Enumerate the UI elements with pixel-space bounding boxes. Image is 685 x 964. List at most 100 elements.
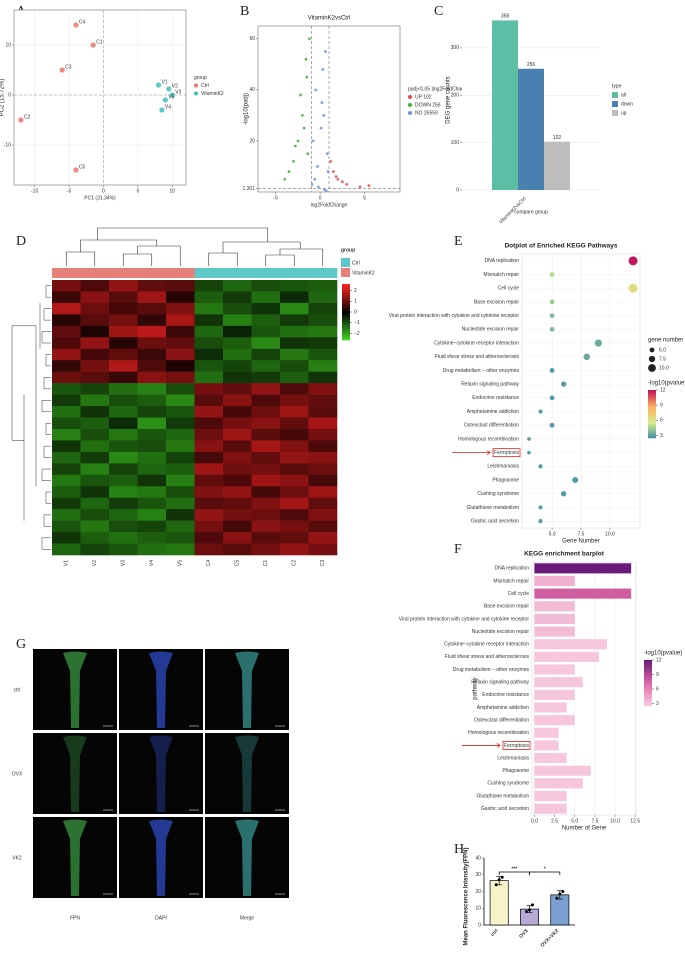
heat-cell xyxy=(80,509,110,521)
x-tick-label: 10.0 xyxy=(605,531,615,537)
colorbar-step xyxy=(644,667,652,670)
dot xyxy=(527,437,531,441)
heat-cell xyxy=(52,325,81,338)
y-tick-label: Cell cycle xyxy=(498,286,520,292)
heat-cell xyxy=(109,348,138,361)
heat-cell xyxy=(52,428,81,441)
heat-cell xyxy=(308,474,338,487)
column-label: V1 xyxy=(64,560,70,566)
heat-cell xyxy=(251,440,281,453)
dot xyxy=(549,368,555,373)
heat-cell xyxy=(109,314,138,327)
y-tick-label: Homologous recombination xyxy=(468,730,529,736)
heat-cell xyxy=(52,406,81,418)
colorbar-step xyxy=(342,285,350,289)
legend-title: group xyxy=(194,75,207,81)
colorbar-step xyxy=(644,686,652,688)
heat-cell xyxy=(166,497,195,510)
bar xyxy=(492,20,518,191)
point xyxy=(311,139,315,143)
heat-cell xyxy=(166,280,195,292)
legend-label: VitaminK2 xyxy=(201,91,224,97)
heat-cell xyxy=(251,532,281,544)
heat-cell xyxy=(280,451,309,464)
heat-cell xyxy=(166,325,195,338)
heat-cell xyxy=(52,486,81,499)
heat-cell xyxy=(223,428,252,441)
heat-cell xyxy=(280,348,309,361)
chart-title: KEGG enrichment barplot xyxy=(524,551,605,558)
colorbar-step xyxy=(342,330,350,333)
bar xyxy=(534,765,591,776)
heat-cell xyxy=(52,463,81,476)
bar xyxy=(534,563,632,574)
y-tick-label: 200 xyxy=(451,93,460,99)
heat-cell xyxy=(194,394,224,407)
y-tick-label: -10 xyxy=(4,142,11,148)
heat-cell xyxy=(52,348,81,361)
heat-cell xyxy=(137,394,167,407)
heat-cell xyxy=(280,543,309,556)
colorbar-step xyxy=(644,683,652,685)
colorbar-step xyxy=(342,293,350,296)
column-label: V4 xyxy=(149,560,155,566)
legend-swatch xyxy=(194,83,198,88)
highlight-box xyxy=(502,741,531,750)
colorbar-step xyxy=(644,679,652,682)
heat-cell xyxy=(52,394,81,407)
heat-cell xyxy=(80,280,110,292)
legend-label: VitaminK2 xyxy=(352,270,375,276)
bar xyxy=(534,790,567,802)
dot xyxy=(549,326,555,332)
bar xyxy=(534,702,567,713)
colorbar-title: -log10(pvalue) xyxy=(644,651,682,657)
y-tick-label: 20 xyxy=(475,889,481,895)
point-label: C2 xyxy=(24,114,31,120)
heat-cell xyxy=(137,509,167,521)
dot xyxy=(594,339,602,347)
point xyxy=(322,113,326,117)
row-label: ctrl xyxy=(14,687,21,693)
heat-cell xyxy=(52,383,81,395)
column-label: Merge xyxy=(240,915,254,921)
heat-cell xyxy=(137,428,167,441)
heat-cell xyxy=(194,543,224,556)
heat-cell xyxy=(251,486,281,499)
heat-cell xyxy=(137,497,167,510)
heat-cell xyxy=(80,325,110,338)
heat-cell xyxy=(251,417,281,430)
heat-cell xyxy=(223,497,252,510)
heat-cell xyxy=(308,302,338,315)
heat-cell xyxy=(166,360,195,372)
heat-cell xyxy=(137,337,167,350)
y-tick-label: Gastric acid secretion xyxy=(471,518,519,524)
y-tick-label: Glutathione metabolism xyxy=(466,505,519,511)
x-tick-label: 2.5 xyxy=(551,818,558,824)
colorbar-step xyxy=(644,696,652,699)
heat-cell xyxy=(194,291,224,304)
point xyxy=(314,88,318,92)
heat-cell xyxy=(137,383,167,395)
point xyxy=(332,170,335,173)
point xyxy=(367,184,371,188)
heat-cell xyxy=(194,371,224,384)
point xyxy=(162,97,168,103)
bar xyxy=(534,588,632,599)
row-dendrogram xyxy=(11,285,51,550)
heat-cell xyxy=(109,509,138,521)
heat-cell xyxy=(166,291,195,304)
colorbar-step xyxy=(644,690,652,693)
bar xyxy=(534,601,575,612)
colorbar-step xyxy=(648,406,656,408)
colorbar-label: 0 xyxy=(354,309,357,315)
heat-cell xyxy=(52,314,81,327)
bar xyxy=(534,639,607,650)
bar xyxy=(534,575,575,587)
point xyxy=(326,170,330,173)
point xyxy=(305,75,309,79)
y-tick-label: Phagosome xyxy=(502,768,529,774)
heat-cell xyxy=(166,383,195,395)
heat-cell xyxy=(308,394,338,407)
heat-cell xyxy=(109,383,138,395)
